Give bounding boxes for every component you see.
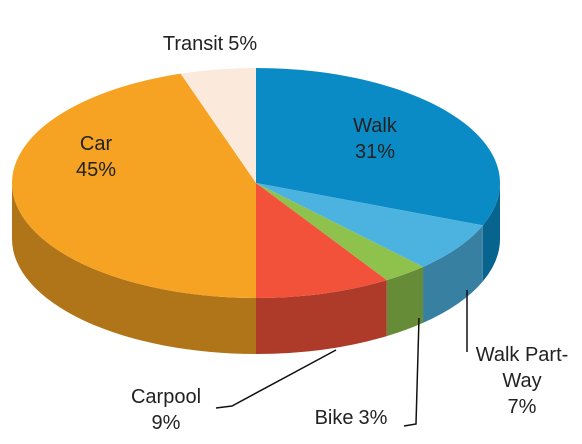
pie-slice bbox=[256, 183, 387, 298]
pie-slice bbox=[256, 183, 483, 267]
slice-label: Transit 5% bbox=[163, 31, 257, 57]
slice-name: Transit bbox=[162, 33, 224, 55]
pie-slice-side bbox=[423, 225, 483, 323]
slice-label: Bike 3% bbox=[315, 405, 388, 431]
pie-slice bbox=[12, 73, 256, 298]
slice-name: Bike bbox=[314, 407, 354, 429]
slice-label: Car 45% bbox=[76, 131, 116, 183]
pie-slice-side bbox=[12, 183, 256, 354]
slice-name: Walk bbox=[353, 115, 397, 137]
leader-line bbox=[403, 317, 420, 427]
pie-slice-side bbox=[386, 266, 424, 337]
slice-name: Walk Part-Way bbox=[475, 344, 569, 392]
slice-value: 3% bbox=[358, 407, 388, 429]
slice-label: Carpool 9% bbox=[131, 384, 201, 436]
slice-name: Carpool bbox=[130, 386, 202, 408]
slice-label: Walk Part-Way 7% bbox=[468, 342, 576, 420]
slice-label: Walk 31% bbox=[353, 113, 397, 165]
pie-slice bbox=[256, 68, 501, 226]
slice-value: 9% bbox=[151, 412, 181, 434]
pie-slice-side bbox=[256, 280, 387, 354]
slice-value: 7% bbox=[507, 396, 537, 418]
slice-value: 5% bbox=[228, 33, 258, 55]
pie-slice bbox=[256, 183, 424, 281]
slice-name: Car bbox=[79, 133, 113, 155]
pie-tops bbox=[12, 68, 501, 298]
pie-slice bbox=[180, 68, 256, 183]
pie-sides bbox=[12, 183, 500, 354]
slice-value: 45% bbox=[75, 159, 117, 181]
pie-slice-side bbox=[482, 183, 500, 282]
slice-value: 31% bbox=[354, 141, 396, 163]
leader-line bbox=[215, 349, 337, 409]
